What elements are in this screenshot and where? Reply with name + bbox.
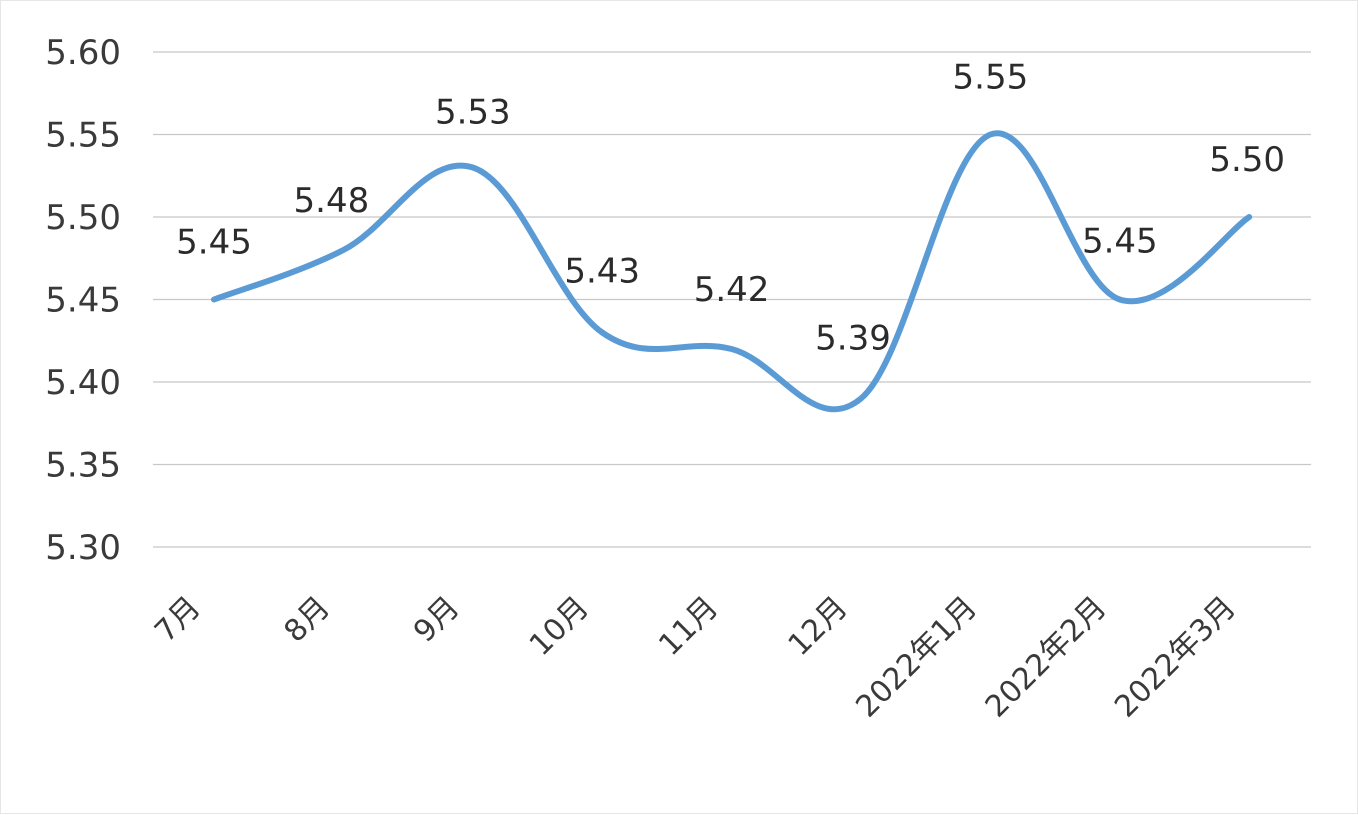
x-tick-label: 9月 [407,590,466,649]
data-point [599,330,605,336]
data-label: 5.45 [1082,222,1158,262]
data-point [340,247,346,253]
x-tick-label: 2022年1月 [849,590,984,725]
data-point [858,396,864,402]
data-point [470,165,476,171]
y-tick-label: 5.60 [45,33,121,73]
y-tick-label: 5.55 [45,116,121,156]
data-point [1117,297,1123,303]
data-label: 5.45 [176,223,252,263]
data-label: 5.53 [435,93,511,133]
data-label: 5.43 [564,252,640,292]
x-tick-label: 2022年3月 [1108,590,1243,725]
x-tick-label: 11月 [652,590,725,663]
data-label: 5.50 [1209,140,1285,180]
x-tick-label: 10月 [523,590,596,663]
data-point [211,297,217,303]
x-tick-label: 7月 [148,590,207,649]
x-tick-label: 12月 [782,590,855,663]
x-tick-label: 2022年2月 [979,590,1114,725]
data-point [729,346,735,352]
y-tick-label: 5.30 [45,528,121,568]
data-labels: 5.45 5.48 5.53 5.43 5.42 5.39 5.55 5.45 5.50 [176,58,1285,359]
data-label: 5.55 [953,58,1029,98]
y-tick-label: 5.35 [45,446,121,486]
data-point [987,132,993,138]
data-label: 5.39 [815,319,891,359]
y-tick-label: 5.40 [45,363,121,403]
gridlines [153,51,1311,548]
x-tick-label: 8月 [278,590,337,649]
y-tick-label: 5.50 [45,198,121,238]
y-tick-label: 5.45 [45,281,121,321]
data-label: 5.42 [694,270,770,310]
y-axis-ticks: 5.30 5.35 5.40 5.45 5.50 5.55 5.60 [45,33,121,568]
series-layer [211,130,1253,413]
data-point [1246,214,1252,220]
series-line [211,130,1253,413]
data-label: 5.48 [294,181,370,221]
